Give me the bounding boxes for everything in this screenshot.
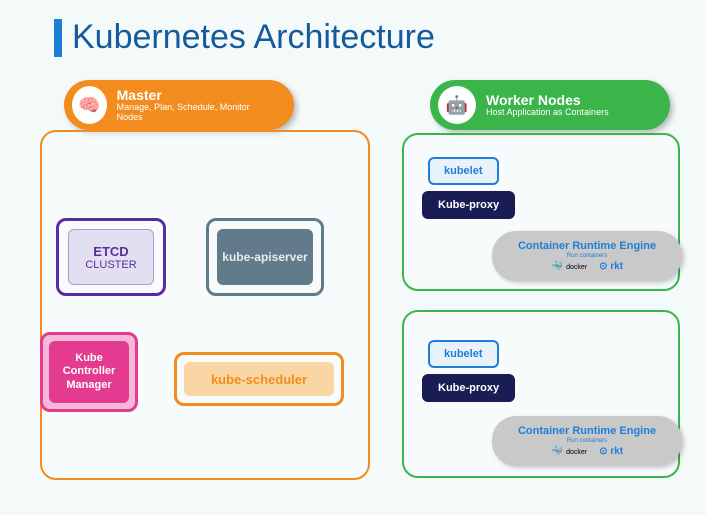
runtime-logos: 🐳 docker ⊙ rkt [551,446,623,457]
robot-icon: 🤖 [438,86,476,124]
runtime-title: Container Runtime Engine [518,425,656,437]
brain-icon: 🧠 [72,86,107,124]
worker-panel: kubelet Kube-proxy Container Runtime Eng… [402,310,680,478]
master-header-text: Master Manage, Plan, Schedule, Monitor N… [117,87,264,123]
kubelet-label: kubelet [444,165,483,177]
kubelet-label: kubelet [444,348,483,360]
controller-box: Kube Controller Manager [40,332,138,412]
worker-header-title: Worker Nodes [486,92,609,108]
docker-icon: 🐳 docker [551,446,587,457]
worker-header: 🤖 Worker Nodes Host Application as Conta… [430,80,670,130]
docker-icon: 🐳 docker [551,261,587,272]
master-panel [40,130,370,480]
controller-label: Kube Controller Manager [53,352,125,392]
kubelet-box: kubelet [428,340,499,368]
kubelet-box: kubelet [428,157,499,185]
slide-title: Kubernetes Architecture [54,18,435,57]
runtime-engine-pill: Container Runtime Engine Run containers … [492,416,682,466]
apiserver-box: kube-apiserver [206,218,324,296]
rkt-icon: ⊙ rkt [599,261,623,272]
scheduler-box: kube-scheduler [174,352,344,406]
master-header-subtitle: Manage, Plan, Schedule, Monitor Nodes [117,103,264,123]
runtime-engine-pill: Container Runtime Engine Run containers … [492,231,682,281]
etcd-inner: ETCD CLUSTER [68,229,154,285]
kubeproxy-label: Kube-proxy [438,382,499,394]
controller-inner: Kube Controller Manager [49,341,129,403]
etcd-box: ETCD CLUSTER [56,218,166,296]
scheduler-inner: kube-scheduler [184,362,334,396]
title-accent-bar [54,19,62,57]
master-header: 🧠 Master Manage, Plan, Schedule, Monitor… [64,80,294,130]
rkt-icon: ⊙ rkt [599,446,623,457]
kubeproxy-box: Kube-proxy [422,374,515,402]
title-text: Kubernetes Architecture [72,18,435,57]
worker-header-text: Worker Nodes Host Application as Contain… [486,92,609,118]
apiserver-inner: kube-apiserver [217,229,313,285]
worker-panel: kubelet Kube-proxy Container Runtime Eng… [402,133,680,291]
kubeproxy-label: Kube-proxy [438,199,499,211]
runtime-logos: 🐳 docker ⊙ rkt [551,261,623,272]
master-header-title: Master [117,87,264,103]
kubeproxy-box: Kube-proxy [422,191,515,219]
runtime-subtitle: Run containers [567,253,607,259]
runtime-title: Container Runtime Engine [518,240,656,252]
etcd-label-top: ETCD [93,244,128,259]
apiserver-label: kube-apiserver [222,250,307,264]
etcd-label-bottom: CLUSTER [85,259,136,271]
scheduler-label: kube-scheduler [211,372,307,387]
worker-header-subtitle: Host Application as Containers [486,108,609,118]
runtime-subtitle: Run containers [567,438,607,444]
